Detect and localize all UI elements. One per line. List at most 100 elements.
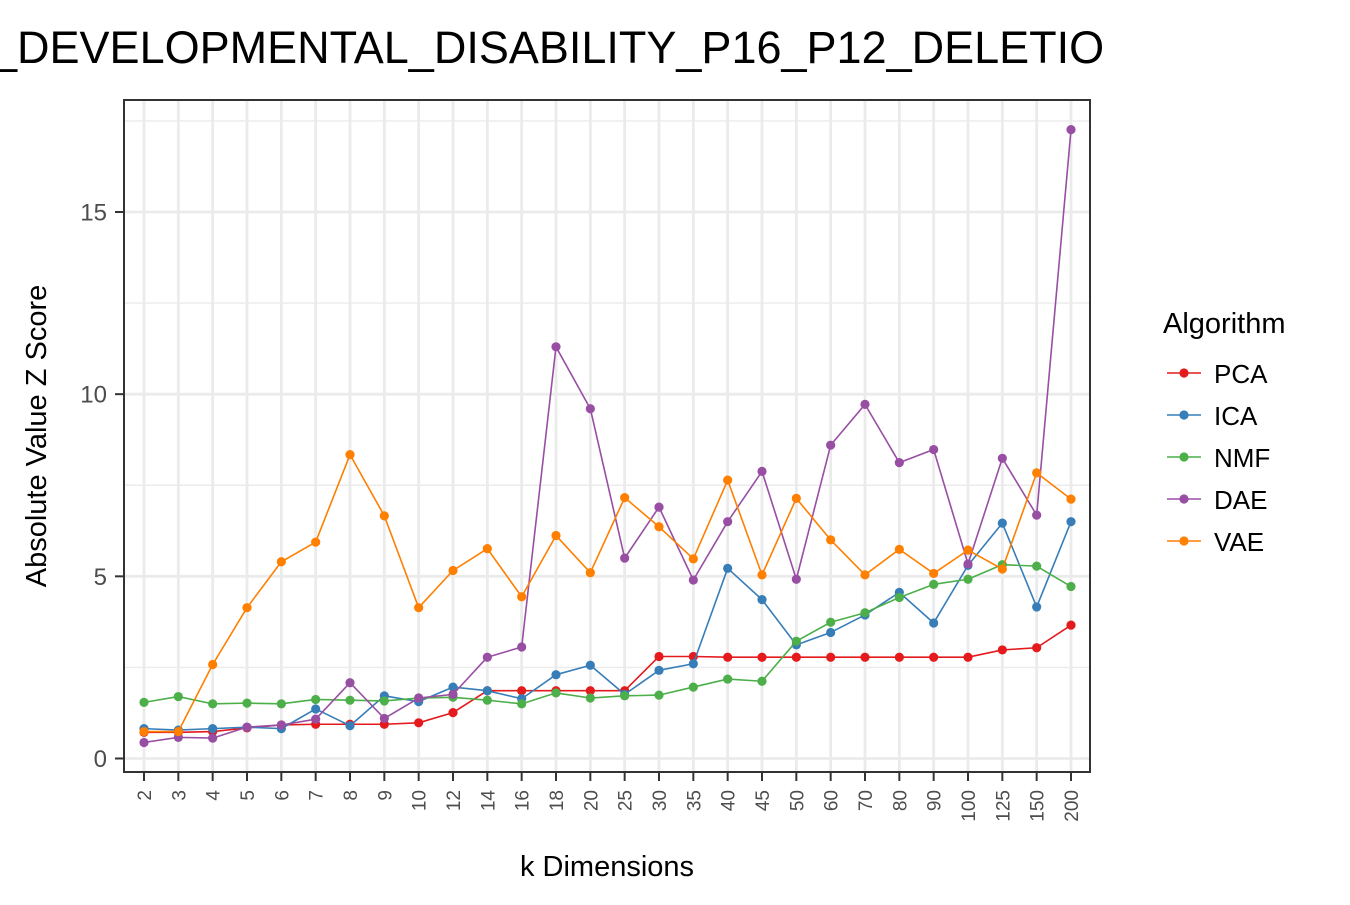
data-point-dae <box>482 652 492 662</box>
data-point-nmf <box>139 697 149 707</box>
x-tick-label: 80 <box>890 790 911 811</box>
x-tick-label: 25 <box>616 790 637 811</box>
legend-item-dae: DAE <box>1167 485 1267 515</box>
data-point-nmf <box>551 688 561 698</box>
data-point-vae <box>723 475 733 485</box>
x-tick-label: 3 <box>169 790 190 801</box>
legend-label: NMF <box>1214 443 1270 473</box>
x-tick-label: 45 <box>753 790 774 811</box>
legend-key-point <box>1179 452 1189 462</box>
data-point-pca <box>791 652 801 662</box>
data-point-vae <box>448 565 458 576</box>
data-point-dae <box>414 693 424 703</box>
x-tick-label: 14 <box>478 790 499 812</box>
data-point-nmf <box>517 699 527 709</box>
data-point-nmf <box>482 695 492 705</box>
data-point-pca <box>585 686 595 696</box>
data-point-dae <box>997 453 1007 463</box>
data-point-vae <box>860 570 870 580</box>
series-ica <box>139 517 1076 735</box>
data-point-dae <box>208 733 218 743</box>
x-tick-label: 5 <box>238 790 259 801</box>
data-point-ica <box>929 618 939 628</box>
data-point-nmf <box>379 696 389 706</box>
data-point-pca <box>448 707 458 718</box>
data-point-ica <box>345 721 355 731</box>
data-point-dae <box>791 574 801 584</box>
data-point-dae <box>345 678 355 688</box>
x-tick-label: 100 <box>959 790 980 822</box>
data-point-pca <box>826 652 836 662</box>
data-point-nmf <box>1066 581 1076 592</box>
data-point-vae <box>414 603 424 613</box>
series-vae <box>139 450 1076 737</box>
data-point-dae <box>585 404 595 414</box>
data-point-dae <box>757 466 767 477</box>
data-point-ica <box>654 665 664 675</box>
x-tick-label: 35 <box>684 790 705 811</box>
data-point-ica <box>311 704 321 714</box>
data-point-ica <box>1032 602 1042 612</box>
data-point-nmf <box>723 674 733 684</box>
series-line-ica <box>143 521 1072 731</box>
data-point-pca <box>1066 620 1076 630</box>
data-point-nmf <box>585 693 595 703</box>
data-point-nmf <box>620 691 630 701</box>
data-point-pca <box>860 652 870 662</box>
data-point-dae <box>723 517 733 527</box>
data-point-dae <box>929 444 939 455</box>
data-point-pca <box>723 652 733 662</box>
data-point-dae <box>517 642 527 652</box>
x-tick-label: 6 <box>272 790 293 801</box>
legend-key-point <box>1179 368 1189 378</box>
x-axis-title: k Dimensions <box>520 851 694 883</box>
legend-label: DAE <box>1214 485 1267 515</box>
legend-item-pca: PCA <box>1167 359 1268 389</box>
data-point-vae <box>173 726 183 737</box>
data-point-dae <box>139 737 149 748</box>
data-point-vae <box>620 493 630 503</box>
data-point-dae <box>276 720 286 730</box>
data-point-dae <box>448 689 458 699</box>
x-tick-label: 125 <box>993 790 1014 822</box>
plot-panel <box>124 100 1090 772</box>
x-tick-label: 16 <box>513 790 534 811</box>
x-tick-label: 12 <box>444 790 465 811</box>
chart-title: _DEVELOPMENTAL_DISABILITY_P16_P12_DELETI… <box>0 22 1104 73</box>
series-line-nmf <box>143 563 1072 705</box>
x-tick-label: 18 <box>547 790 568 811</box>
x-tick-label: 20 <box>581 790 602 811</box>
data-point-ica <box>757 595 767 605</box>
data-point-nmf <box>276 699 286 709</box>
data-point-vae <box>379 511 389 521</box>
y-tick-label: 10 <box>80 382 107 409</box>
data-point-vae <box>929 568 939 579</box>
legend-item-vae: VAE <box>1167 527 1264 557</box>
data-point-pca <box>517 686 527 696</box>
data-point-dae <box>826 440 836 450</box>
data-point-nmf <box>791 636 801 646</box>
data-point-vae <box>826 535 836 545</box>
data-point-ica <box>1066 517 1076 527</box>
x-tick-label: 8 <box>341 790 362 801</box>
data-point-pca <box>654 651 664 662</box>
data-point-vae <box>688 554 698 564</box>
x-tick-label: 60 <box>822 790 843 811</box>
series-layer <box>139 125 1076 748</box>
legend-label: PCA <box>1214 359 1268 389</box>
y-tick-label: 5 <box>94 564 107 591</box>
data-point-dae <box>1032 510 1042 520</box>
data-point-vae <box>139 726 149 737</box>
data-point-vae <box>1032 468 1042 478</box>
data-point-pca <box>929 652 939 662</box>
legend-key-point <box>1179 410 1189 420</box>
data-point-vae <box>208 659 218 670</box>
data-point-vae <box>276 557 286 567</box>
data-point-nmf <box>1032 561 1042 571</box>
x-tick-label: 4 <box>204 790 225 801</box>
data-point-ica <box>585 660 595 670</box>
data-point-pca <box>963 652 973 662</box>
data-point-pca <box>414 718 424 728</box>
legend-label: VAE <box>1214 527 1264 557</box>
